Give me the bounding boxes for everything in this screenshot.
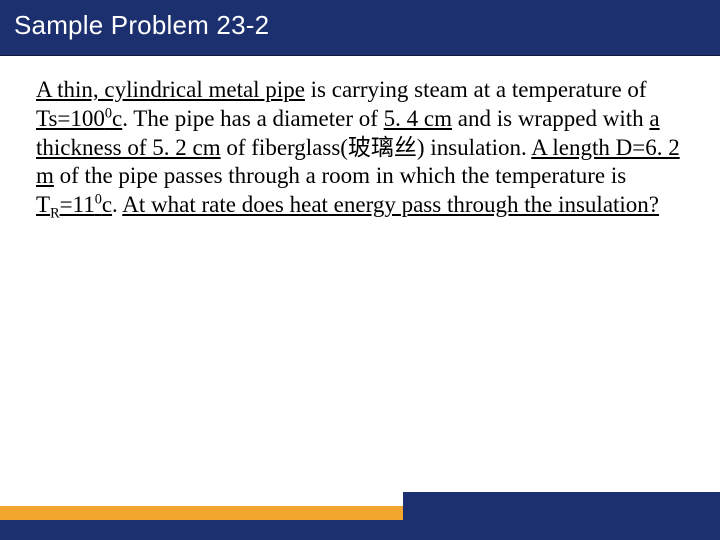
text-underlined-ts: Ts=1000c [36,106,122,131]
slide-header: Sample Problem 23-2 [0,0,720,56]
text-plain: and is wrapped with [452,106,649,131]
text-plain: . The pipe has a diameter of [122,106,383,131]
slide-footer [0,482,720,540]
text-underlined-diameter: 5. 4 cm [384,106,452,131]
text-underlined-tr: TR=110c [36,192,112,217]
text-underlined-question: At what rate does heat energy pass throu… [122,192,659,217]
text-plain: of fiberglass(玻璃丝) insulation. [221,135,532,160]
text-plain: . [112,192,122,217]
problem-text: A thin, cylindrical metal pipe is carryi… [36,76,684,223]
footer-navy-band [0,520,720,540]
slide-body: A thin, cylindrical metal pipe is carryi… [0,56,720,223]
text-plain: is carrying steam at a temperature of [305,77,647,102]
text-plain: of the pipe passes through a room in whi… [54,163,626,188]
slide-title: Sample Problem 23-2 [14,10,706,41]
text-underlined-pipe: A thin, cylindrical metal pipe [36,77,305,102]
